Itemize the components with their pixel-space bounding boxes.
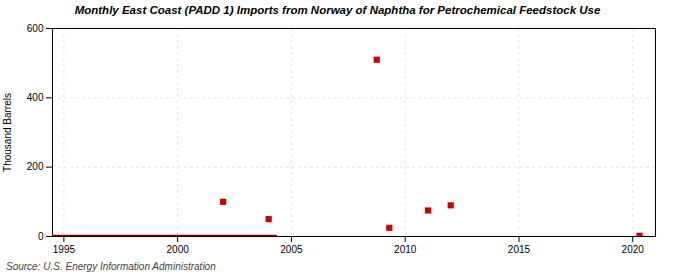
svg-text:2010: 2010 <box>394 244 417 255</box>
html-text:Source: U.S. Energy Informatio: Source: U.S. Energy Information Administ… <box>6 261 216 272</box>
svg-text:2000: 2000 <box>167 244 190 255</box>
svg-text:0: 0 <box>38 231 44 242</box>
svg-text:400: 400 <box>27 92 44 103</box>
svg-text:2020: 2020 <box>622 244 645 255</box>
html-text:Monthly East Coast (PADD 1) Im: Monthly East Coast (PADD 1) Imports from… <box>74 4 601 16</box>
svg-text:200: 200 <box>27 161 44 172</box>
svg-text:600: 600 <box>27 23 44 34</box>
svg-text:2015: 2015 <box>508 244 531 255</box>
svg-text:2005: 2005 <box>280 244 303 255</box>
svg-text:1995: 1995 <box>53 244 76 255</box>
svg-text:Thousand Barrels: Thousand Barrels <box>2 93 13 172</box>
